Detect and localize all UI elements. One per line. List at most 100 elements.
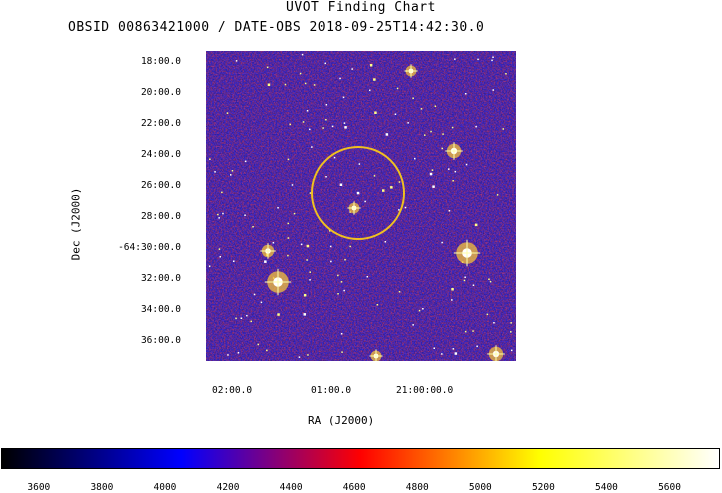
star xyxy=(217,213,219,216)
star xyxy=(385,133,389,136)
star xyxy=(510,322,512,324)
y-tick-label: 36:00.0 xyxy=(140,335,181,346)
colorbar-tick-label: 5400 xyxy=(595,482,618,493)
star xyxy=(474,223,478,227)
star xyxy=(502,128,504,130)
star xyxy=(302,121,305,123)
star xyxy=(324,62,326,65)
star xyxy=(373,175,376,177)
star xyxy=(329,245,332,248)
x-tick-label: 02:00.0 xyxy=(212,385,253,396)
star xyxy=(442,133,444,135)
star xyxy=(465,163,468,166)
star xyxy=(376,304,379,306)
star xyxy=(451,126,454,129)
y-tick-label: 20:00.0 xyxy=(140,87,181,98)
star xyxy=(404,206,407,209)
star xyxy=(396,87,399,90)
star xyxy=(235,317,237,320)
star xyxy=(339,77,341,80)
star xyxy=(244,160,247,163)
y-tick-label: 24:00.0 xyxy=(140,149,181,160)
star xyxy=(325,119,327,121)
star xyxy=(304,82,307,85)
star xyxy=(465,93,467,95)
star xyxy=(356,191,360,195)
star xyxy=(414,157,416,160)
star xyxy=(492,56,494,58)
star xyxy=(351,68,353,70)
star xyxy=(322,127,324,129)
star xyxy=(344,126,347,129)
star xyxy=(432,185,435,188)
star xyxy=(343,122,346,124)
star xyxy=(505,73,507,75)
star xyxy=(289,123,291,126)
star xyxy=(373,78,376,81)
x-axis-label: RA (J2000) xyxy=(308,414,375,427)
star xyxy=(301,53,304,56)
star xyxy=(430,130,432,133)
star xyxy=(300,243,303,246)
star xyxy=(214,171,216,173)
colorbar-tick-label: 4800 xyxy=(405,482,429,493)
star xyxy=(412,324,414,326)
star xyxy=(325,176,327,178)
star xyxy=(329,230,331,232)
star xyxy=(398,181,401,183)
star xyxy=(422,308,424,310)
star xyxy=(341,351,343,353)
star xyxy=(475,125,477,128)
star xyxy=(369,64,373,67)
star xyxy=(209,158,211,160)
star xyxy=(472,330,474,332)
star xyxy=(267,83,271,86)
star xyxy=(454,170,457,173)
star xyxy=(208,265,211,267)
star xyxy=(366,276,368,278)
star xyxy=(398,209,400,211)
star xyxy=(231,170,234,172)
star xyxy=(233,260,235,262)
star xyxy=(272,242,275,244)
star xyxy=(230,174,232,176)
colorbar-tick-label: 3800 xyxy=(90,482,114,493)
y-tick-label: 22:00.0 xyxy=(140,118,181,129)
star xyxy=(429,172,433,176)
star xyxy=(434,105,437,107)
star xyxy=(454,58,456,60)
star xyxy=(472,284,475,286)
star xyxy=(331,125,334,128)
star xyxy=(307,354,309,356)
star xyxy=(287,158,290,161)
colorbar-tick-label: 4000 xyxy=(153,482,177,493)
star xyxy=(412,97,414,99)
star xyxy=(344,259,346,261)
star xyxy=(337,293,339,295)
stars xyxy=(208,53,513,361)
star xyxy=(287,222,289,225)
star xyxy=(306,259,308,261)
star xyxy=(284,83,287,86)
y-tick-label: 28:00.0 xyxy=(140,211,181,222)
star xyxy=(266,66,269,69)
star xyxy=(291,184,294,186)
star xyxy=(358,163,361,165)
star xyxy=(394,113,397,115)
y-tick-label: -64:30:00.0 xyxy=(118,242,181,253)
star xyxy=(244,214,246,216)
star xyxy=(441,241,443,244)
star xyxy=(418,309,421,312)
star xyxy=(222,212,224,215)
star xyxy=(511,349,513,352)
colorbar-tick-label: 5200 xyxy=(531,482,555,493)
star xyxy=(340,281,343,283)
star xyxy=(454,352,458,355)
star xyxy=(477,58,479,61)
star xyxy=(486,313,489,316)
star xyxy=(221,191,223,194)
star xyxy=(463,279,466,282)
star xyxy=(264,260,267,263)
source-circle xyxy=(311,146,405,240)
star xyxy=(441,353,443,355)
